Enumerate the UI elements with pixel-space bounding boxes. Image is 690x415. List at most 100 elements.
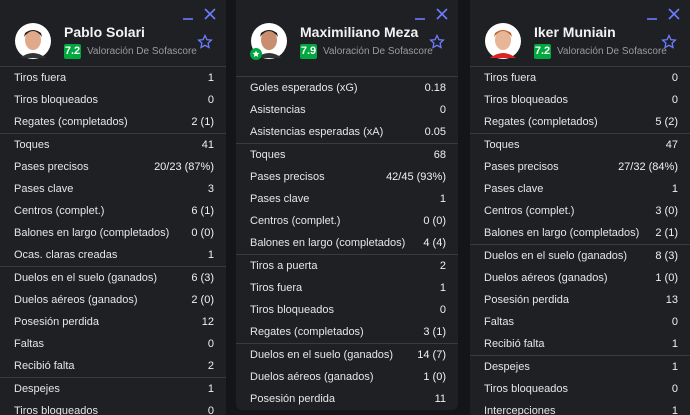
stat-row: Posesión perdida 11 [236,388,458,410]
stat-row: Balones en largo (completados) 2 (1) [470,222,690,244]
stat-value: 13 [665,294,678,306]
favorite-star[interactable] [429,33,445,55]
stat-value: 0.18 [424,82,446,94]
stat-label: Toques [250,149,286,161]
stat-label: Duelos en el suelo (ganados) [484,250,628,262]
stat-label: Tiros fuera [250,282,303,294]
rating-label: Valoración De Sofascore [323,46,433,57]
stat-label: Tiros bloqueados [14,94,98,106]
stat-group: Duelos en el suelo (ganados) 14 (7) Duelos… [236,343,458,410]
stat-row: Balones en largo (completados) 0 (0) [0,222,226,244]
close-button[interactable] [434,6,450,27]
stat-row: Asistencias 0 [236,99,458,121]
stat-label: Pases clave [14,183,74,195]
stat-group: Duelos en el suelo (ganados) 8 (3) Duelos … [470,244,690,355]
close-button[interactable] [666,6,682,27]
stat-value: 0 [207,405,214,415]
minimize-button[interactable] [644,6,660,27]
stat-group: Tiros fuera 1 Tiros bloqueados 0 Regates (co… [0,66,226,133]
stat-value: 14 (7) [417,349,446,361]
stat-value: 27/32 (84%) [618,161,678,173]
player-avatar [14,22,52,65]
stat-row: Recibió falta 2 [0,355,226,377]
stat-value: 1 [671,405,678,415]
stat-value: 0 [671,72,678,84]
favorite-star[interactable] [661,33,677,55]
stat-value: 42/45 (93%) [386,171,446,183]
stat-row: Pases precisos 27/32 (84%) [470,156,690,178]
stat-row: Asistencias esperadas (xA) 0.05 [236,121,458,143]
rating-badge: 7.2 [64,44,81,59]
stat-value: 3 (1) [423,326,446,338]
stat-row: Despejes 1 [0,378,226,400]
stat-row: Tiros bloqueados 0 [0,89,226,111]
stat-row: Regates (completados) 2 (1) [0,111,226,133]
stat-value: 8 (3) [655,250,678,262]
stat-value: 2 [439,260,446,272]
rating-label: Valoración De Sofascore [87,46,197,57]
stat-label: Despejes [484,361,530,373]
stat-label: Regates (completados) [250,326,364,338]
player-avatar [484,22,522,65]
close-button[interactable] [202,6,218,27]
stat-row: Toques 47 [470,134,690,156]
stat-value: 3 [207,183,214,195]
stat-label: Asistencias esperadas (xA) [250,126,384,138]
stat-label: Regates (completados) [484,116,598,128]
stat-label: Tiros bloqueados [484,94,568,106]
stat-value: 1 (0) [655,272,678,284]
stat-label: Ocas. claras creadas [14,249,118,261]
stat-row: Duelos aéreos (ganados) 2 (0) [0,289,226,311]
stat-row: Pases precisos 20/23 (87%) [0,156,226,178]
stat-value: 1 (0) [423,371,446,383]
stat-row: Tiros fuera 1 [236,277,458,299]
stat-group: Toques 68 Pases precisos 42/45 (93%) Pases c… [236,143,458,254]
stat-row: Tiros fuera 1 [0,67,226,89]
stat-label: Tiros bloqueados [250,304,334,316]
stat-row: Faltas 0 [470,311,690,333]
stat-value: 0 [671,383,678,395]
stat-label: Goles esperados (xG) [250,82,358,94]
stat-label: Toques [14,139,50,151]
stat-row: Toques 41 [0,134,226,156]
favorite-star[interactable] [197,33,213,55]
stat-value: 47 [665,139,678,151]
stat-value: 0.05 [424,126,446,138]
stat-value: 3 (0) [655,205,678,217]
stat-label: Balones en largo (completados) [484,227,640,239]
player-name: Iker Muniain [534,24,616,40]
stat-label: Recibió falta [484,338,545,350]
stat-label: Pases precisos [484,161,559,173]
stat-label: Faltas [484,316,514,328]
avatar-image [485,23,521,59]
stat-row: Posesión perdida 13 [470,289,690,311]
minimize-button[interactable] [412,6,428,27]
stat-group: Toques 41 Pases precisos 20/23 (87%) Pases c… [0,133,226,266]
card-header: Maximiliano Meza 7.9 Valoración De Sofasco… [236,0,458,76]
stat-value: 0 (0) [423,215,446,227]
stat-row: Pases clave 3 [0,178,226,200]
stat-row: Recibió falta 1 [470,333,690,355]
stat-value: 5 (2) [655,116,678,128]
stat-label: Tiros bloqueados [14,405,98,415]
player-name: Maximiliano Meza [300,24,419,40]
stat-row: Tiros bloqueados 0 [470,378,690,400]
stat-label: Pases clave [250,193,310,205]
stat-value: 0 [207,94,214,106]
stat-value: 0 [671,316,678,328]
avatar-image [250,23,287,60]
stat-label: Tiros bloqueados [484,383,568,395]
stat-value: 1 [439,282,446,294]
stat-group: Despejes 1 Tiros bloqueados 0 [0,377,226,415]
stat-value: 1 [671,183,678,195]
player-card: Iker Muniain 7.2 Valoración De Sofascore Ti… [470,0,690,415]
stat-value: 0 [671,94,678,106]
stat-row: Pases precisos 42/45 (93%) [236,166,458,188]
minimize-button[interactable] [180,6,196,27]
stat-value: 0 [439,104,446,116]
stat-label: Centros (complet.) [250,215,341,227]
stat-row: Duelos aéreos (ganados) 1 (0) [236,366,458,388]
stat-value: 12 [201,316,214,328]
stat-label: Despejes [14,383,60,395]
